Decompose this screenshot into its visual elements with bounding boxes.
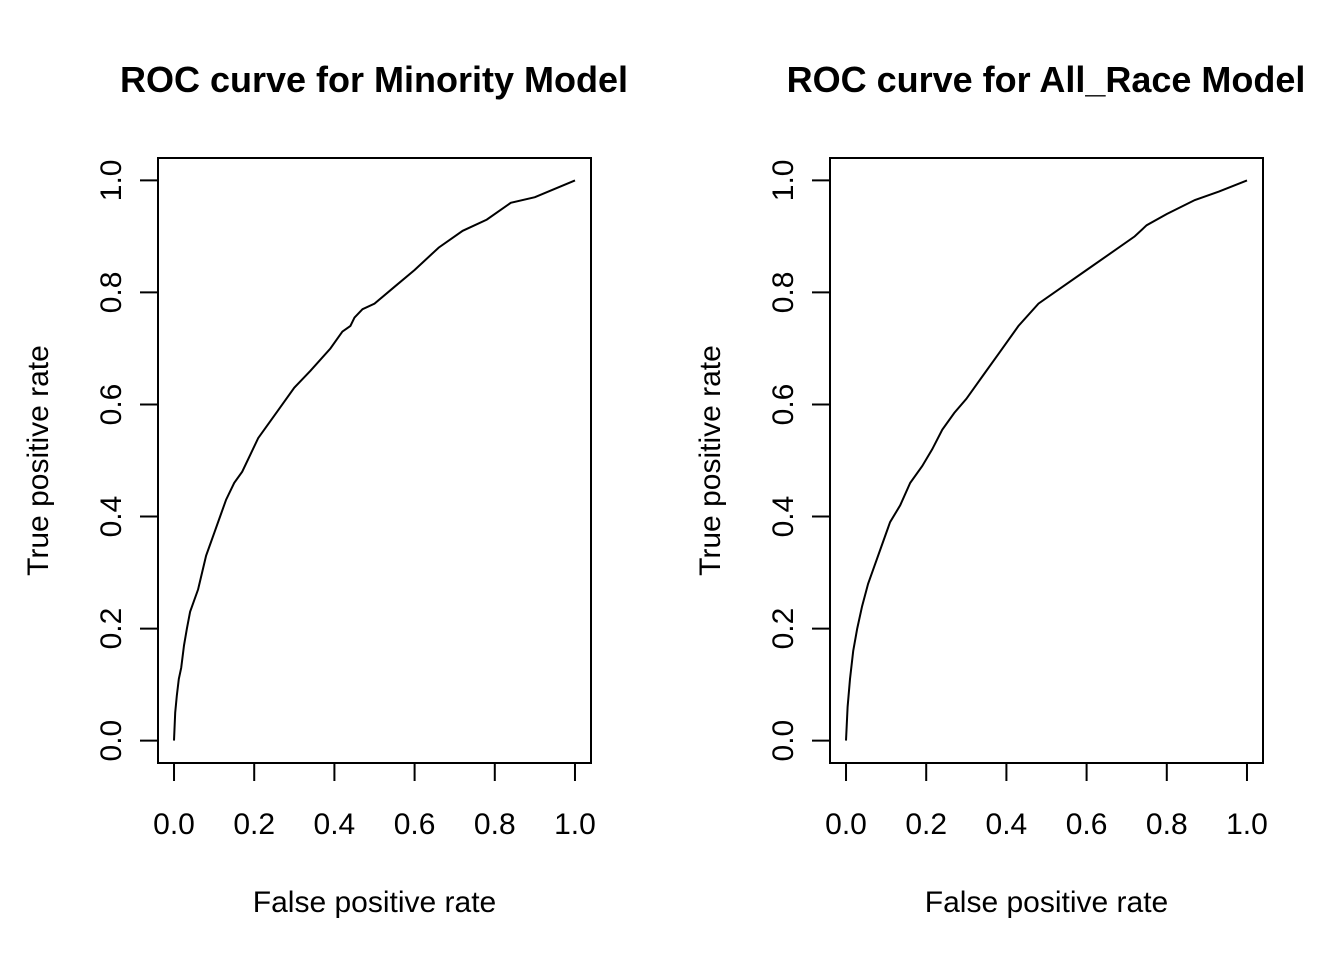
x-tick-label: 0.6 [1066,808,1108,841]
y-tick-label: 0.0 [767,720,800,762]
y-tick-label: 0.2 [95,608,128,650]
y-tick-label: 0.8 [767,272,800,314]
y-tick-label: 0.2 [767,608,800,650]
x-tick-label: 0.4 [314,808,356,841]
y-axis: 0.0 0.2 0.4 0.6 0.8 1.0 [95,160,159,762]
roc-curve-line [173,179,576,741]
y-tick-label: 0.6 [95,384,128,426]
y-tick-label: 0.0 [95,720,128,762]
x-tick-label: 0.6 [394,808,436,841]
x-tick-label: 0.8 [474,808,516,841]
x-tick-label: 1.0 [554,808,596,841]
x-axis-label: False positive rate [925,886,1168,919]
plot-frame [157,157,592,764]
y-tick-label: 1.0 [767,160,800,202]
y-tick-label: 0.4 [95,496,128,538]
x-tick-label: 0.2 [233,808,275,841]
y-axis-label: True positive rate [22,345,55,576]
roc-panel-2: ROC curve for All_Race Model 0.0 0.2 0.4 0.6… [694,59,1305,919]
y-tick-label: 0.4 [767,496,800,538]
chart-title: ROC curve for All_Race Model [787,59,1306,100]
x-axis-label: False positive rate [253,886,496,919]
x-axis: 0.0 0.2 0.4 0.6 0.8 1.0 [153,762,596,841]
x-tick-label: 0.4 [986,808,1028,841]
x-tick-label: 0.0 [153,808,195,841]
x-axis: 0.0 0.2 0.4 0.6 0.8 1.0 [825,762,1268,841]
roc-panel-1: ROC curve for Minority Model 0.0 0.2 0.4 0.6… [22,59,628,919]
roc-curve-line [845,179,1248,741]
y-tick-label: 0.6 [767,384,800,426]
x-tick-label: 0.0 [825,808,867,841]
x-tick-label: 0.2 [905,808,947,841]
chart-title: ROC curve for Minority Model [120,59,628,100]
x-tick-label: 1.0 [1226,808,1268,841]
y-tick-label: 0.8 [95,272,128,314]
plot-frame [829,157,1264,764]
y-axis: 0.0 0.2 0.4 0.6 0.8 1.0 [767,160,831,762]
x-tick-label: 0.8 [1146,808,1188,841]
y-tick-label: 1.0 [95,160,128,202]
y-axis-label: True positive rate [694,345,727,576]
